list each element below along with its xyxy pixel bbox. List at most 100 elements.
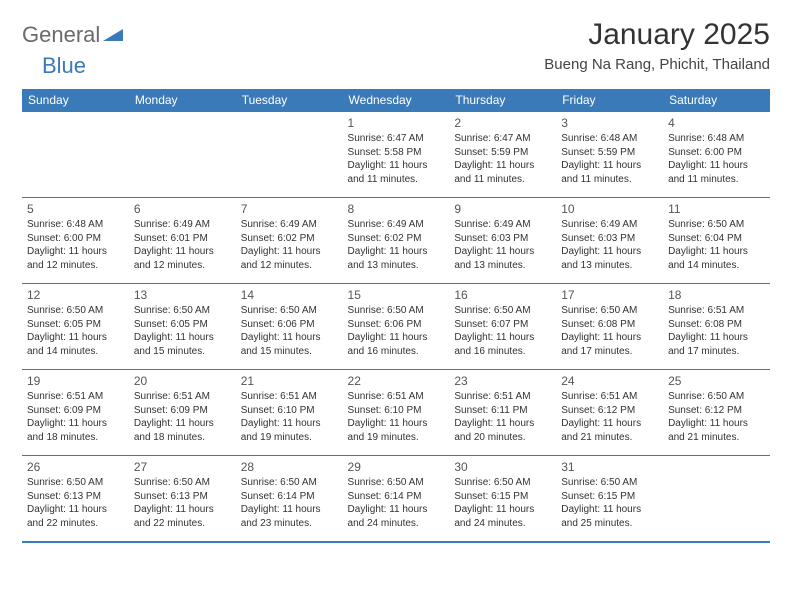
calendar-cell: 12Sunrise: 6:50 AMSunset: 6:05 PMDayligh… — [22, 284, 129, 370]
sunset-line: Sunset: 6:12 PM — [561, 404, 658, 418]
daylight-line: and 12 minutes. — [27, 259, 124, 273]
day-number: 30 — [454, 460, 551, 474]
daylight-line: and 21 minutes. — [561, 431, 658, 445]
calendar-cell: 5Sunrise: 6:48 AMSunset: 6:00 PMDaylight… — [22, 198, 129, 284]
daylight-line: and 11 minutes. — [561, 173, 658, 187]
sunset-line: Sunset: 6:12 PM — [668, 404, 765, 418]
weekday-header: Sunday — [22, 89, 129, 112]
day-number: 26 — [27, 460, 124, 474]
calendar-cell: 19Sunrise: 6:51 AMSunset: 6:09 PMDayligh… — [22, 370, 129, 456]
sunrise-line: Sunrise: 6:50 AM — [348, 476, 445, 490]
daylight-line: and 21 minutes. — [668, 431, 765, 445]
calendar-row: 1Sunrise: 6:47 AMSunset: 5:58 PMDaylight… — [22, 112, 770, 198]
day-number: 19 — [27, 374, 124, 388]
sunrise-line: Sunrise: 6:50 AM — [27, 476, 124, 490]
sunrise-line: Sunrise: 6:50 AM — [134, 304, 231, 318]
daylight-line: and 20 minutes. — [454, 431, 551, 445]
daylight-line: and 22 minutes. — [27, 517, 124, 531]
sunrise-line: Sunrise: 6:49 AM — [348, 218, 445, 232]
calendar-body: 1Sunrise: 6:47 AMSunset: 5:58 PMDaylight… — [22, 112, 770, 542]
sunrise-line: Sunrise: 6:50 AM — [561, 476, 658, 490]
calendar-cell: 4Sunrise: 6:48 AMSunset: 6:00 PMDaylight… — [663, 112, 770, 198]
day-number: 24 — [561, 374, 658, 388]
day-number: 29 — [348, 460, 445, 474]
sunset-line: Sunset: 5:59 PM — [454, 146, 551, 160]
day-number: 1 — [348, 116, 445, 130]
daylight-line: and 14 minutes. — [27, 345, 124, 359]
daylight-line: and 19 minutes. — [348, 431, 445, 445]
calendar-cell: 1Sunrise: 6:47 AMSunset: 5:58 PMDaylight… — [343, 112, 450, 198]
day-number: 27 — [134, 460, 231, 474]
daylight-line: Daylight: 11 hours — [27, 331, 124, 345]
sunrise-line: Sunrise: 6:50 AM — [668, 218, 765, 232]
daylight-line: Daylight: 11 hours — [134, 245, 231, 259]
daylight-line: Daylight: 11 hours — [134, 331, 231, 345]
day-number: 11 — [668, 202, 765, 216]
sunset-line: Sunset: 6:09 PM — [134, 404, 231, 418]
logo-text-general: General — [22, 22, 100, 48]
daylight-line: Daylight: 11 hours — [27, 503, 124, 517]
sunset-line: Sunset: 6:02 PM — [241, 232, 338, 246]
location: Bueng Na Rang, Phichit, Thailand — [544, 56, 770, 73]
daylight-line: Daylight: 11 hours — [27, 245, 124, 259]
daylight-line: and 19 minutes. — [241, 431, 338, 445]
sunset-line: Sunset: 6:09 PM — [27, 404, 124, 418]
sunrise-line: Sunrise: 6:51 AM — [27, 390, 124, 404]
sunset-line: Sunset: 6:00 PM — [27, 232, 124, 246]
daylight-line: and 11 minutes. — [668, 173, 765, 187]
day-number: 23 — [454, 374, 551, 388]
calendar-cell: 26 Sunrise: 6:50 AMSunset: 6:13 PMDayligh… — [22, 456, 129, 542]
day-number: 16 — [454, 288, 551, 302]
calendar-cell: 29Sunrise: 6:50 AMSunset: 6:14 PMDayligh… — [343, 456, 450, 542]
sunrise-line: Sunrise: 6:51 AM — [134, 390, 231, 404]
sunrise-line: Sunrise: 6:50 AM — [348, 304, 445, 318]
sunset-line: Sunset: 6:13 PM — [134, 490, 231, 504]
sunrise-line: Sunrise: 6:50 AM — [134, 476, 231, 490]
daylight-line: Daylight: 11 hours — [348, 503, 445, 517]
calendar-row: 12Sunrise: 6:50 AMSunset: 6:05 PMDayligh… — [22, 284, 770, 370]
sunrise-line: Sunrise: 6:47 AM — [348, 132, 445, 146]
calendar-row: 26Sunrise: 6:50 AMSunset: 6:13 PMDayligh… — [22, 456, 770, 542]
sunrise-line: Sunrise: 6:50 AM — [454, 476, 551, 490]
sunset-line: Sunset: 6:10 PM — [348, 404, 445, 418]
daylight-line: Daylight: 11 hours — [348, 417, 445, 431]
calendar-cell: 14Sunrise: 6:50 AMSunset: 6:06 PMDayligh… — [236, 284, 343, 370]
sunset-line: Sunset: 6:03 PM — [454, 232, 551, 246]
sunset-line: Sunset: 6:10 PM — [241, 404, 338, 418]
weekday-header: Monday — [129, 89, 236, 112]
calendar-cell: 21Sunrise: 6:51 AMSunset: 6:10 PMDayligh… — [236, 370, 343, 456]
sunrise-line: Sunrise: 6:48 AM — [668, 132, 765, 146]
calendar-cell: 10Sunrise: 6:49 AMSunset: 6:03 PMDayligh… — [556, 198, 663, 284]
title-block: January 2025 Bueng Na Rang, Phichit, Tha… — [544, 18, 770, 73]
daylight-line: and 12 minutes. — [241, 259, 338, 273]
daylight-line: and 17 minutes. — [668, 345, 765, 359]
sunset-line: Sunset: 6:04 PM — [668, 232, 765, 246]
weekday-header: Friday — [556, 89, 663, 112]
day-number: 2 — [454, 116, 551, 130]
sunrise-line: Sunrise: 6:50 AM — [27, 304, 124, 318]
logo-text-blue: Blue — [42, 53, 86, 78]
calendar-row: 19Sunrise: 6:51 AMSunset: 6:09 PMDayligh… — [22, 370, 770, 456]
daylight-line: Daylight: 11 hours — [454, 417, 551, 431]
daylight-line: Daylight: 11 hours — [561, 417, 658, 431]
day-number: 21 — [241, 374, 338, 388]
sunset-line: Sunset: 6:15 PM — [454, 490, 551, 504]
calendar-cell: 30Sunrise: 6:50 AMSunset: 6:15 PMDayligh… — [449, 456, 556, 542]
day-number: 22 — [348, 374, 445, 388]
day-number: 13 — [134, 288, 231, 302]
calendar-cell: 17Sunrise: 6:50 AMSunset: 6:08 PMDayligh… — [556, 284, 663, 370]
sunset-line: Sunset: 6:05 PM — [27, 318, 124, 332]
calendar-cell: 13 Sunrise: 6:50 AMSunset: 6:05 PMDayligh… — [129, 284, 236, 370]
calendar-cell — [129, 112, 236, 198]
day-number: 7 — [241, 202, 338, 216]
calendar-cell: 8Sunrise: 6:49 AMSunset: 6:02 PMDaylight… — [343, 198, 450, 284]
calendar-cell: 22Sunrise: 6:51 AMSunset: 6:10 PMDayligh… — [343, 370, 450, 456]
daylight-line: Daylight: 11 hours — [668, 417, 765, 431]
daylight-line: Daylight: 11 hours — [454, 159, 551, 173]
sunrise-line: Sunrise: 6:48 AM — [561, 132, 658, 146]
sunset-line: Sunset: 6:05 PM — [134, 318, 231, 332]
calendar-head: SundayMondayTuesdayWednesdayThursdayFrid… — [22, 89, 770, 112]
sunset-line: Sunset: 6:07 PM — [454, 318, 551, 332]
sunset-line: Sunset: 6:13 PM — [27, 490, 124, 504]
sunrise-line: Sunrise: 6:51 AM — [668, 304, 765, 318]
